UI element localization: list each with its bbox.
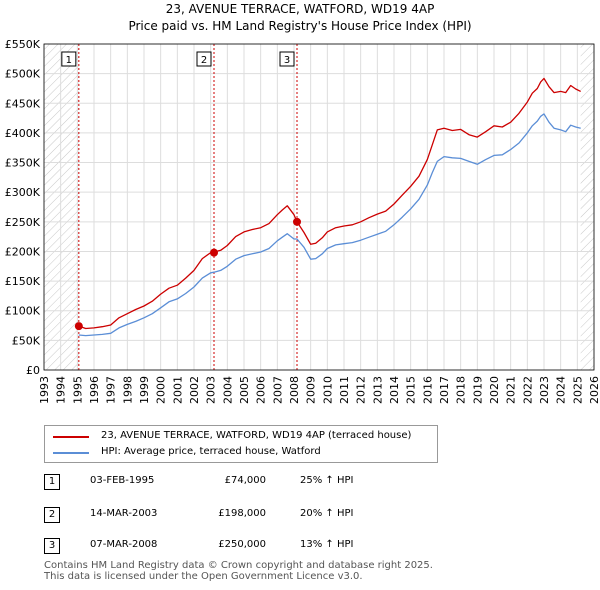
legend-label-property: 23, AVENUE TERRACE, WATFORD, WD19 4AP (t… — [101, 430, 412, 441]
y-tick-label: £500K — [5, 68, 41, 81]
sale-marker-label: 1 — [66, 55, 72, 66]
x-tick-label: 1995 — [71, 376, 84, 404]
x-tick-label: 2004 — [221, 376, 234, 404]
x-tick-label: 2003 — [205, 376, 218, 404]
x-tick-label: 1993 — [38, 376, 51, 404]
sale-date: 03-FEB-1995 — [90, 475, 155, 486]
sale-marker-label: 2 — [201, 55, 207, 66]
sale-marker-label: 3 — [284, 55, 290, 66]
hatched-region-1 — [44, 44, 79, 370]
y-tick-label: £450K — [5, 97, 41, 110]
x-tick-label: 1994 — [55, 376, 68, 404]
y-tick-label: £50K — [12, 334, 41, 347]
sale-hpi-delta: 20% ↑ HPI — [300, 508, 354, 519]
sale-marker-box-2: 2 — [196, 51, 212, 67]
y-tick-label: £250K — [5, 216, 41, 229]
sale-marker-box-3: 3 — [279, 51, 295, 67]
x-tick-label: 2012 — [355, 376, 368, 404]
x-tick-label: 2022 — [521, 376, 534, 404]
chart-title: 23, AVENUE TERRACE, WATFORD, WD19 4AP — [165, 2, 435, 16]
sale-number: 3 — [44, 538, 60, 554]
plot-frame — [43, 43, 595, 371]
x-tick-label: 2007 — [271, 376, 284, 404]
sale-marker-box-1: 1 — [61, 51, 77, 67]
x-tick-label: 2001 — [171, 376, 184, 404]
x-tick-label: 2026 — [588, 376, 600, 404]
chart-legend: 23, AVENUE TERRACE, WATFORD, WD19 4AP (t… — [44, 425, 438, 463]
sale-point-1 — [74, 322, 83, 331]
chart-subtitle: Price paid vs. HM Land Registry's House … — [128, 19, 472, 33]
y-tick-label: £400K — [5, 127, 41, 140]
y-tick-label: £0 — [26, 364, 40, 377]
x-tick-label: 2014 — [388, 376, 401, 404]
x-tick-label: 2017 — [438, 376, 451, 404]
sale-marker-box-frame — [196, 51, 212, 67]
x-tick-label: 1999 — [138, 376, 151, 404]
sale-price: £250,000 — [218, 539, 266, 550]
x-tick-label: 2000 — [155, 376, 168, 404]
sale-marker-box-frame — [279, 51, 295, 67]
legend-label-hpi: HPI: Average price, terraced house, Watf… — [101, 446, 321, 457]
x-tick-label: 1996 — [88, 376, 101, 404]
sale-point-2 — [210, 248, 218, 257]
x-tick-label: 2011 — [338, 376, 351, 404]
sale-number: 1 — [44, 474, 60, 490]
sale-number: 2 — [44, 507, 60, 523]
x-tick-label: 2005 — [238, 376, 251, 404]
y-tick-label: £350K — [5, 157, 41, 170]
x-tick-label: 2008 — [288, 376, 301, 404]
sale-hpi-delta: 25% ↑ HPI — [300, 475, 354, 486]
y-tick-label: £100K — [5, 305, 41, 318]
legend-line-hpi — [53, 452, 89, 454]
x-tick-label: 2002 — [188, 376, 201, 404]
property-series-line — [78, 77, 581, 330]
x-tick-label: 2024 — [555, 376, 568, 404]
footer-license: This data is licensed under the Open Gov… — [44, 571, 363, 582]
x-tick-label: 2019 — [471, 376, 484, 404]
sale-marker-box-frame — [61, 51, 77, 67]
x-tick-label: 2006 — [255, 376, 268, 404]
x-tick-label: 2020 — [488, 376, 501, 404]
x-tick-label: 2021 — [505, 376, 518, 404]
x-tick-label: 2025 — [571, 376, 584, 404]
sale-price: £198,000 — [218, 508, 266, 519]
x-tick-label: 2018 — [455, 376, 468, 404]
legend-line-property — [53, 436, 89, 438]
y-tick-label: £200K — [5, 245, 41, 258]
x-tick-label: 1997 — [105, 376, 118, 404]
sale-point-3 — [293, 217, 301, 226]
footer-copyright: Contains HM Land Registry data © Crown c… — [44, 560, 433, 571]
x-tick-label: 2016 — [421, 376, 434, 404]
plot-area — [44, 44, 594, 370]
sale-date: 07-MAR-2008 — [90, 539, 158, 550]
hatched-region-2 — [580, 44, 594, 370]
x-tick-label: 1998 — [121, 376, 134, 404]
x-tick-label: 2010 — [321, 376, 334, 404]
price-chart: £0 £50K £100K £150K £200K £250K £300K £350K £400… — [5, 38, 600, 404]
x-tick-label: 2023 — [538, 376, 551, 404]
x-tick-label: 2009 — [305, 376, 318, 404]
sale-date: 14-MAR-2003 — [90, 508, 158, 519]
sale-hpi-delta: 13% ↑ HPI — [300, 539, 354, 550]
y-tick-label: £550K — [5, 38, 41, 51]
sale-price: £74,000 — [224, 475, 266, 486]
x-tick-label: 2015 — [405, 376, 418, 404]
y-tick-label: £300K — [5, 186, 41, 199]
x-tick-label: 2013 — [371, 376, 384, 404]
y-tick-label: £150K — [5, 275, 41, 288]
hpi-series-line — [78, 113, 581, 337]
